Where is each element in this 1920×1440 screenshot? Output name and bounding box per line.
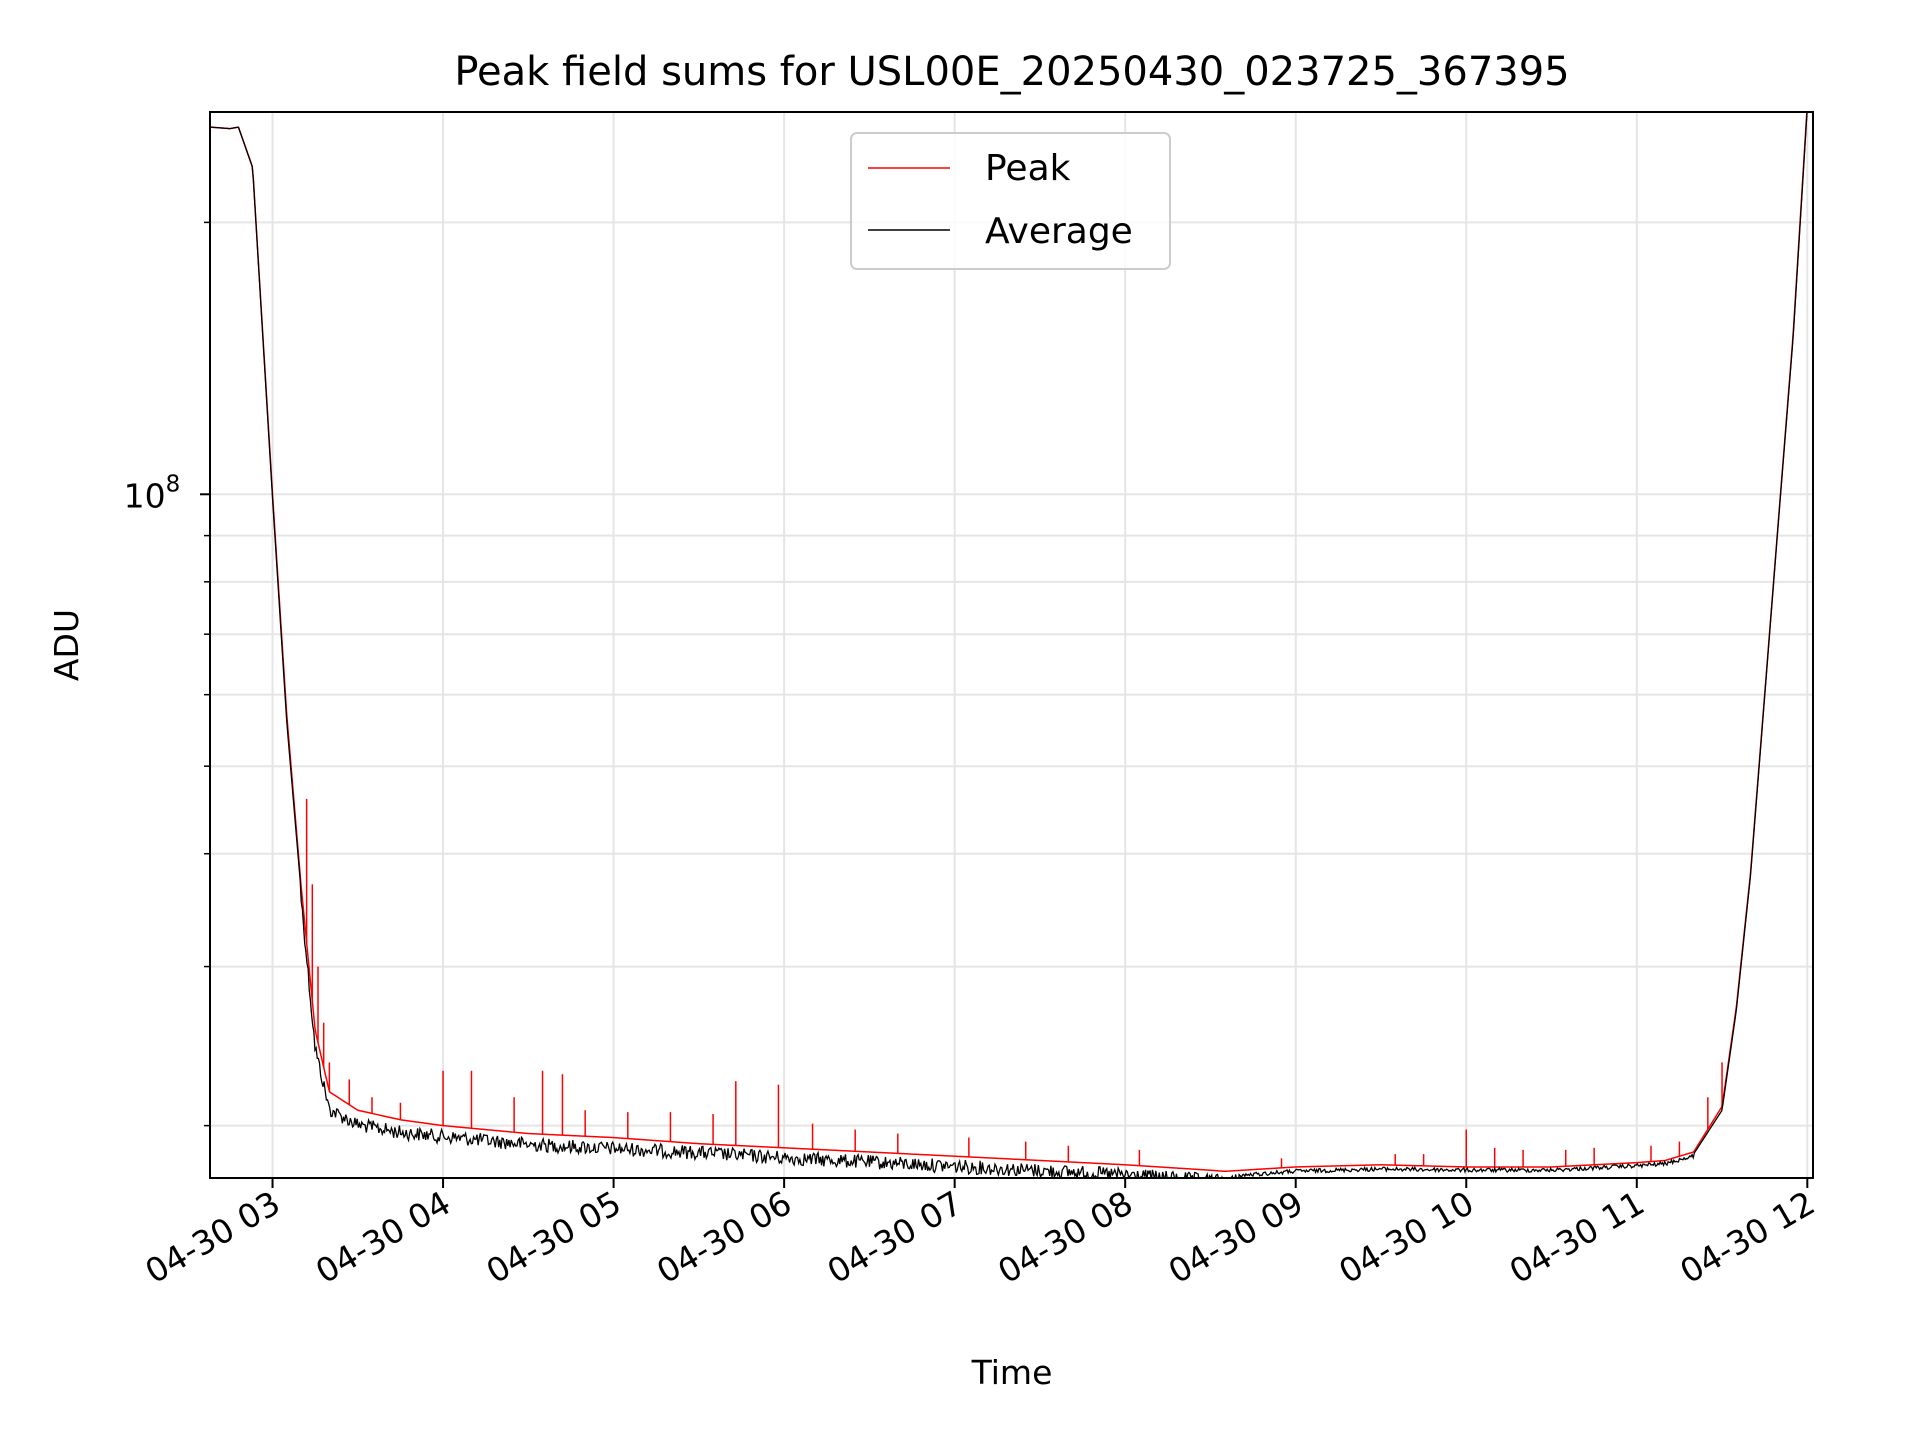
chart-title: Peak field sums for USL00E_20250430_0237… [454,49,1569,95]
x-axis-label: Time [971,1353,1053,1392]
series-layer [210,112,1808,1178]
y-tick-label-base: 10 [124,476,166,515]
y-axis-label: ADU [47,609,86,681]
plot-area-frame [209,111,1814,1179]
legend: Peak Average [850,132,1171,270]
y-axis-ticks: 108 [124,221,210,1127]
legend-box [850,132,1171,270]
grid-lines [210,112,1813,1178]
series-peak-line [210,112,1808,1173]
legend-average-label: Average [985,211,1133,252]
y-tick-label: 108 [124,471,181,515]
series-average-line [210,112,1808,1178]
legend-peak-label: Peak [985,148,1071,189]
y-tick-label-exponent: 8 [166,471,181,497]
